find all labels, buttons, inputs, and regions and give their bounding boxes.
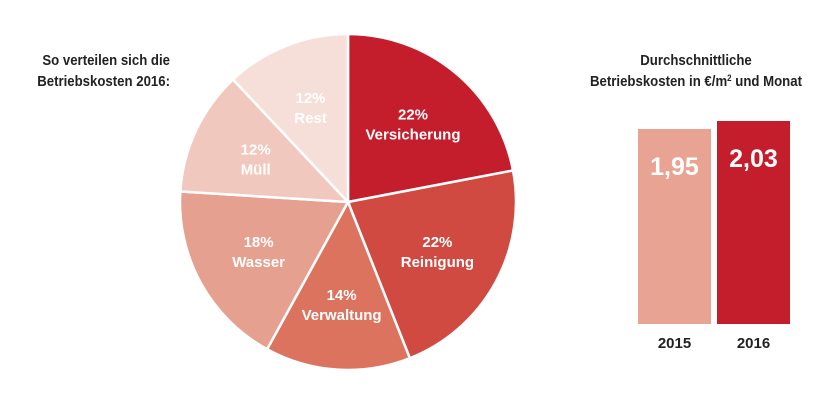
slice-percent-label: 22%	[398, 106, 428, 123]
slice-category-label: Müll	[241, 162, 271, 179]
pie-slice-rest	[231, 32, 350, 206]
slice-percent-label: 12%	[241, 142, 271, 159]
pie-title-line-1: So verteilen sich die	[42, 52, 170, 69]
bar-chart: 1,95 2015 2,03 2016	[638, 121, 790, 352]
pie-title-line-2: Betriebskosten 2016:	[37, 73, 171, 90]
pie-slice-reinigung	[346, 169, 518, 360]
slice-category-label: Reinigung	[401, 254, 474, 271]
slice-percent-label: 22%	[422, 234, 452, 251]
bar-category-label: 2015	[658, 335, 691, 352]
bar-2015	[638, 129, 711, 324]
bar-value-label: 2,03	[729, 145, 778, 173]
slice-percent-label: 14%	[327, 287, 357, 304]
bar-2016	[717, 121, 790, 324]
pie-chart: 22% Versicherung 22% Reinigung 14% Verwaltung…	[178, 32, 518, 372]
bar-category-label: 2016	[737, 335, 770, 352]
pie-slice-versicherung	[346, 32, 515, 204]
pie-slice-wasser	[178, 190, 351, 351]
bar-chart-title: Durchschnittliche Betriebskosten in €/m2…	[576, 50, 815, 92]
slice-category-label: Versicherung	[365, 126, 460, 143]
bar-value-label: 1,95	[650, 153, 699, 181]
slice-category-label: Rest	[294, 110, 327, 127]
pie-slice-verwaltung	[265, 199, 412, 372]
bar-title-line-1: Durchschnittliche	[640, 52, 752, 69]
slice-category-label: Verwaltung	[302, 307, 382, 324]
pie-slice-muell	[179, 77, 352, 204]
slice-percent-label: 12%	[295, 90, 325, 107]
slice-percent-label: 18%	[244, 234, 274, 251]
slice-category-label: Wasser	[232, 254, 285, 271]
pie-chart-title: So verteilen sich die Betriebskosten 201…	[20, 50, 170, 92]
bar-title-line-2: Betriebskosten in €/m2 und Monat	[590, 73, 802, 90]
